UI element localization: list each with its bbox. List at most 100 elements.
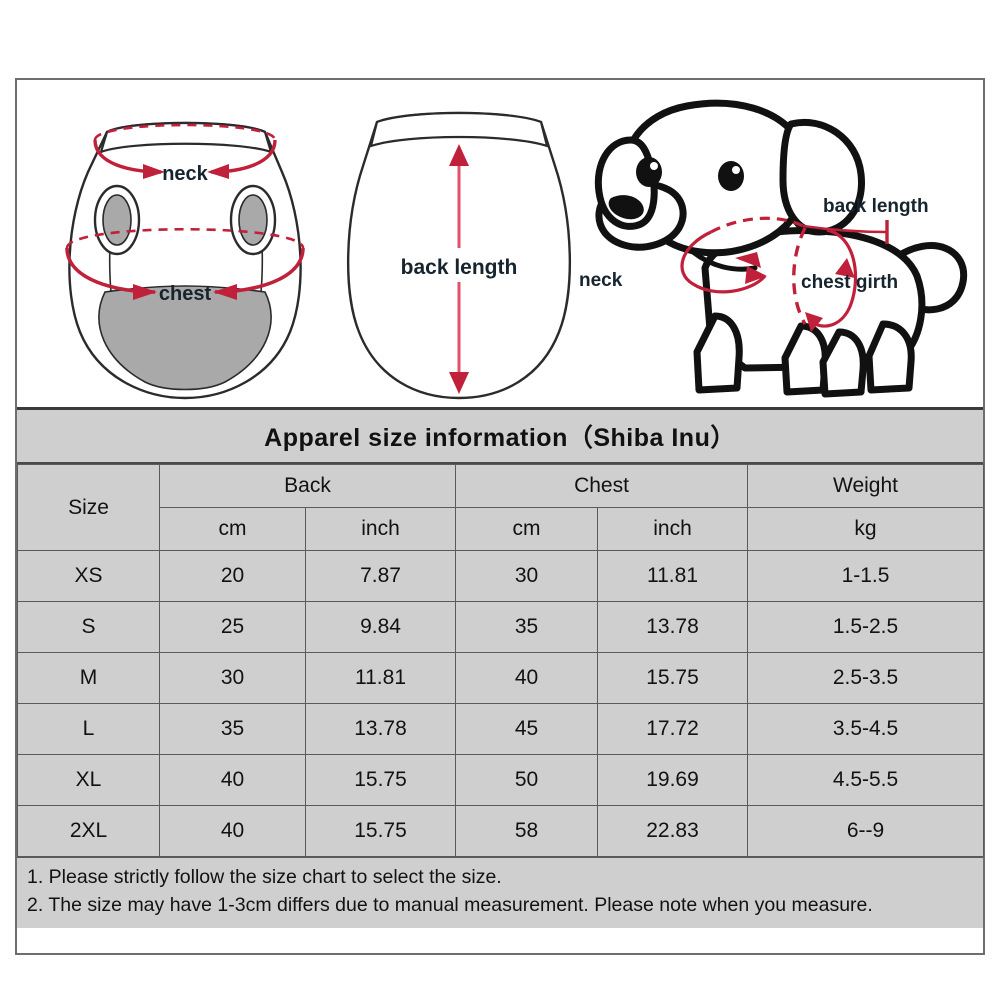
cell-chest-cm: 45 [455, 703, 598, 755]
cell-back-inch: 9.84 [305, 601, 456, 653]
cell-chest-cm: 50 [455, 754, 598, 806]
table-area: Apparel size information（Shiba Inu） Size… [17, 410, 985, 928]
dog-back-length-arrow-left [735, 252, 761, 268]
cell-chest-cm: 35 [455, 601, 598, 653]
cell-back-cm: 25 [159, 601, 306, 653]
dog-left-eye-highlight [650, 162, 658, 170]
dog-diagram: neck back length chest girth [565, 80, 983, 407]
dog-back-length-label: back length [823, 196, 929, 217]
header-size: Size [17, 464, 160, 551]
dog-chest-girth-arrow-down [835, 258, 855, 278]
header-back: Back [159, 464, 456, 508]
dog-left-eye [636, 157, 662, 187]
cell-chest-inch: 17.72 [596, 703, 749, 755]
diagram-band: neck chest back length [17, 80, 983, 410]
cell-back-cm: 40 [159, 754, 306, 806]
right-armhole-inner [238, 194, 268, 246]
dog-hind-leg [865, 320, 915, 394]
back-length-label-bg [359, 248, 559, 282]
cell-back-cm: 40 [159, 805, 306, 857]
cell-back-cm: 35 [159, 703, 306, 755]
neck-arrow-right [207, 164, 229, 179]
garment-back-diagram: back length [329, 80, 589, 407]
garment-front-diagram: neck chest [35, 80, 335, 407]
dog-right-eye [718, 161, 744, 191]
table-group-header-row: Size Back Chest Weight [17, 464, 985, 551]
cell-size: 2XL [17, 805, 160, 857]
size-chart-card: neck chest back length [15, 78, 985, 955]
size-table: Size Back Chest Weight cm inch cm inch k… [17, 464, 985, 857]
neck-arrow-left [143, 164, 165, 179]
cell-back-inch: 11.81 [305, 652, 456, 704]
table-title-row: Apparel size information（Shiba Inu） [17, 410, 983, 464]
cell-weight-kg: 6--9 [747, 805, 985, 857]
back-length-arrow-bottom [449, 372, 469, 394]
cell-size: XS [17, 550, 160, 602]
note-line-1: 1. Please strictly follow the size chart… [27, 866, 502, 888]
cell-back-cm: 30 [159, 652, 306, 704]
cell-chest-cm: 40 [455, 652, 598, 704]
note-line-2: 2. The size may have 1-3cm differs due t… [27, 894, 873, 917]
dog-neck-dashed [710, 216, 804, 234]
dog-back-length-line [802, 224, 888, 234]
header-chest-cm: cm [455, 507, 598, 551]
dog-chest-girth-solid [807, 228, 858, 328]
header-back-cm: cm [159, 507, 306, 551]
table-row: L 35 13.78 45 17.72 3.5-4.5 [17, 703, 985, 755]
table-row: XL 40 15.75 50 19.69 4.5-5.5 [17, 754, 985, 806]
back-length-arrow-top [449, 144, 469, 166]
table-row: M 30 11.81 40 15.75 2.5-3.5 [17, 652, 985, 704]
chest-label: chest [159, 283, 212, 305]
cell-weight-kg: 1.5-2.5 [747, 601, 985, 653]
page-title: Apparel size information（Shiba Inu） [264, 424, 736, 452]
table-row: S 25 9.84 35 13.78 1.5-2.5 [17, 601, 985, 653]
table-row: 2XL 40 15.75 58 22.83 6--9 [17, 805, 985, 857]
dog-hind-leg-near [819, 328, 867, 398]
back-length-label: back length [401, 256, 518, 279]
header-chest: Chest [454, 464, 749, 508]
header-back-inch: inch [305, 507, 456, 551]
dog-neck-arrow [745, 266, 767, 284]
cell-chest-inch: 13.78 [596, 601, 749, 653]
cell-weight-kg: 4.5-5.5 [747, 754, 985, 806]
cell-size: M [17, 652, 160, 704]
neck-ring-dashed [93, 123, 277, 141]
cell-back-inch: 13.78 [305, 703, 456, 755]
table-body: XS 20 7.87 30 11.81 1-1.5 S 25 9.84 35 13.78 1.5-2.… [17, 550, 985, 857]
garment-back-collar [369, 111, 549, 148]
chest-ring-dashed [65, 228, 305, 249]
cell-back-inch: 7.87 [305, 550, 456, 602]
header-weight-kg: kg [747, 507, 985, 551]
header-weight: Weight [747, 464, 985, 508]
cell-weight-kg: 1-1.5 [747, 550, 985, 602]
dog-nose [608, 195, 644, 220]
dog-neck-label: neck [579, 270, 623, 291]
dog-front-leg-far [781, 322, 829, 396]
cell-back-cm: 20 [159, 550, 306, 602]
garment-belly-patch [98, 285, 272, 391]
cell-chest-cm: 30 [455, 550, 598, 602]
cell-size: S [17, 601, 160, 653]
header-chest-inch: inch [596, 507, 749, 551]
chest-arrow-left [133, 284, 157, 300]
table-row: XS 20 7.87 30 11.81 1-1.5 [17, 550, 985, 602]
dog-chest-girth-dashed [792, 227, 807, 325]
chest-arrow-right [213, 284, 237, 300]
cell-chest-inch: 11.81 [596, 550, 749, 602]
cell-size: XL [17, 754, 160, 806]
cell-weight-kg: 2.5-3.5 [747, 652, 985, 704]
cell-back-inch: 15.75 [305, 805, 456, 857]
cell-chest-inch: 19.69 [596, 754, 749, 806]
dog-right-ear [779, 119, 865, 236]
neck-label: neck [162, 163, 208, 185]
cell-chest-inch: 15.75 [596, 652, 749, 704]
dog-chest-girth-arrow-up [805, 312, 823, 332]
dog-chest-girth-label: chest girth [801, 272, 898, 293]
cell-weight-kg: 3.5-4.5 [747, 703, 985, 755]
cell-chest-inch: 22.83 [596, 805, 749, 857]
dog-front-leg-near [693, 312, 743, 394]
left-armhole-inner [102, 194, 132, 246]
cell-back-inch: 15.75 [305, 754, 456, 806]
cell-size: L [17, 703, 160, 755]
table-unit-header-row: cm inch cm inch kg [18, 507, 985, 551]
